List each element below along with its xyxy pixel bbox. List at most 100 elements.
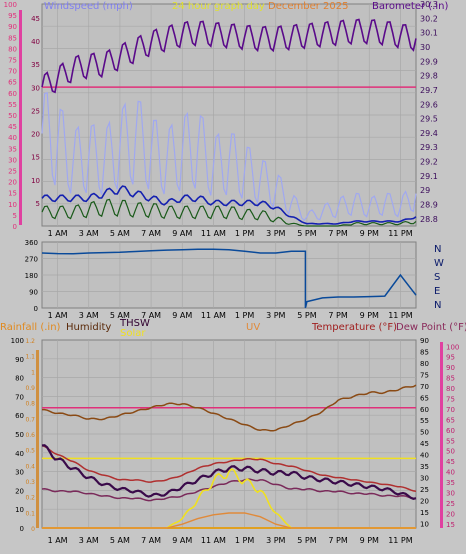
panel3-rain-tick: 0.9 <box>25 385 35 392</box>
panel3-temp-tick: 70 <box>420 383 429 391</box>
panel3-rain-tick: 0.6 <box>25 432 35 439</box>
panel1-x-tick: 9 AM <box>172 229 192 238</box>
panel1-x-tick: 5 PM <box>297 229 316 238</box>
panel1-x-tick: 7 AM <box>141 229 161 238</box>
graph-title: 24 hour graph day <box>172 1 265 12</box>
panel1-inner-tick: 45 <box>31 15 40 23</box>
panel1-right-tick: 29.3 <box>420 143 438 152</box>
panel3-rain-tick: 1.1 <box>25 354 35 361</box>
panel3-temp-tick: 90 <box>420 337 429 345</box>
panel3-right-pink-axis <box>440 342 443 528</box>
panel1-left-tick: 15 <box>8 190 17 198</box>
panel1-x-tick: 11 AM <box>201 229 226 238</box>
panel3-humidity-tick: 40 <box>15 450 24 458</box>
wind-direction-line <box>41 248 417 309</box>
panel3-humidity-tick: 30 <box>15 469 24 477</box>
panel1-right-tick: 29.8 <box>420 72 438 81</box>
panel3-rain-tick: 1 <box>31 369 35 376</box>
panel1-left-tick: 45 <box>8 123 17 131</box>
panel3-rain-tick: 0.3 <box>25 479 35 486</box>
panel1-x-tick: 5 AM <box>110 229 130 238</box>
panel3-grid <box>42 340 416 528</box>
panel3-humidity-tick: 90 <box>15 356 24 364</box>
panel3-thsw-tick: 50 <box>446 448 455 456</box>
panel1-left-tick: 100 <box>4 1 17 9</box>
panel2-y-tick: 0 <box>34 305 38 313</box>
panel2-y-tick: 90 <box>29 289 38 297</box>
panel3-x-tick: 9 AM <box>172 536 192 545</box>
panel3-temp-tick: 75 <box>420 371 429 379</box>
panel2-x-tick: 11 AM <box>201 311 226 320</box>
panel3-temp-tick: 85 <box>420 348 429 356</box>
panel1-left-tick: 40 <box>8 134 17 142</box>
panel3-series <box>41 384 417 529</box>
panel1-right-tick: 30 <box>420 43 430 52</box>
panel1-inner-tick: 5 <box>36 200 40 208</box>
panel2-compass-label: S <box>434 272 440 283</box>
panel2-x-tick: 7 PM <box>328 311 347 320</box>
panel3-x-tick: 5 AM <box>110 536 130 545</box>
panel3-x-tick: 3 PM <box>266 536 285 545</box>
panel3-x-tick: 1 PM <box>235 536 254 545</box>
panel1-right-tick: 29 <box>420 186 430 195</box>
legend-thsw: THSW <box>119 318 150 329</box>
panel3-x-tick: 5 PM <box>297 536 316 545</box>
barometer-label: Barometer (.in) <box>372 1 448 12</box>
panel3-temp-tick: 80 <box>420 360 429 368</box>
panel1-inner-tick: 10 <box>31 177 40 185</box>
panel3-temp-tick: 20 <box>420 497 429 505</box>
panel3-humidity-tick: 20 <box>15 487 24 495</box>
panel2-y-tick: 270 <box>25 256 38 264</box>
panel1-right-tick: 30.2 <box>420 14 438 23</box>
panel1-left-tick: 0 <box>13 223 17 231</box>
graph-subtitle: December 2025 <box>268 1 348 12</box>
panel3-rain-tick: 0.1 <box>25 510 35 517</box>
panel3-humidity-tick: 80 <box>15 375 24 383</box>
panel3-temp-tick: 60 <box>420 406 429 414</box>
panel1-left-tick: 70 <box>8 68 17 76</box>
panel3-thsw-tick: 95 <box>446 354 455 362</box>
panel1-left-tick: 25 <box>8 168 17 176</box>
panel2-x-tick: 9 AM <box>172 311 192 320</box>
panel1-x-tick: 1 PM <box>235 229 254 238</box>
panel1-right-tick: 29.6 <box>420 100 438 109</box>
panel3-thsw-tick: 20 <box>446 510 455 518</box>
panel2-y-tick: 360 <box>25 239 38 247</box>
uv-line <box>42 512 416 529</box>
panel3-temp-tick: 30 <box>420 475 429 483</box>
panel2-x-tick: 7 AM <box>141 311 161 320</box>
barometer-line <box>41 18 417 94</box>
panel3-thsw-tick: 90 <box>446 364 455 372</box>
panel1-x-tick: 7 PM <box>328 229 347 238</box>
panel2-x-tick: 3 PM <box>266 311 285 320</box>
panel2-x-tick: 1 AM <box>48 311 68 320</box>
panel2-x-tick: 11 PM <box>388 311 413 320</box>
panel3-rain-tick: 1.2 <box>25 338 35 345</box>
panel1-left-tick: 30 <box>8 156 17 164</box>
panel2-x-tick: 9 PM <box>360 311 379 320</box>
panel3-rain-tick: 0.8 <box>25 401 35 408</box>
temperature-line <box>41 444 417 493</box>
panel1-inner-tick: 20 <box>31 131 40 139</box>
panel3-x-tick: 1 AM <box>48 536 68 545</box>
legend-uv: UV <box>246 322 260 333</box>
windspeed-label: Windspeed (mph) <box>44 1 133 12</box>
panel3-humidity-tick: 60 <box>15 412 24 420</box>
panel3-temp-tick: 10 <box>420 520 429 528</box>
panel1-x-tick: 11 PM <box>388 229 413 238</box>
thsw-line <box>41 444 417 500</box>
panel3-thsw-tick: 60 <box>446 427 455 435</box>
legend-temperature: Temperature (°F) <box>311 322 397 333</box>
panel2-compass-label: N <box>434 244 441 255</box>
panel1-left-tick: 55 <box>8 101 17 109</box>
panel1-right-tick: 29.4 <box>420 129 438 138</box>
panel3-temp-tick: 55 <box>420 417 429 425</box>
panel3-temp-tick: 15 <box>420 509 429 517</box>
panel3-x-tick: 11 AM <box>201 536 226 545</box>
panel1-inner-tick: 40 <box>31 38 40 46</box>
panel3-temp-tick: 35 <box>420 463 429 471</box>
panel3-thsw-tick: 55 <box>446 437 455 445</box>
panel1-inner-tick: 15 <box>31 154 40 162</box>
panel3-rain-tick: 0.7 <box>25 416 35 423</box>
